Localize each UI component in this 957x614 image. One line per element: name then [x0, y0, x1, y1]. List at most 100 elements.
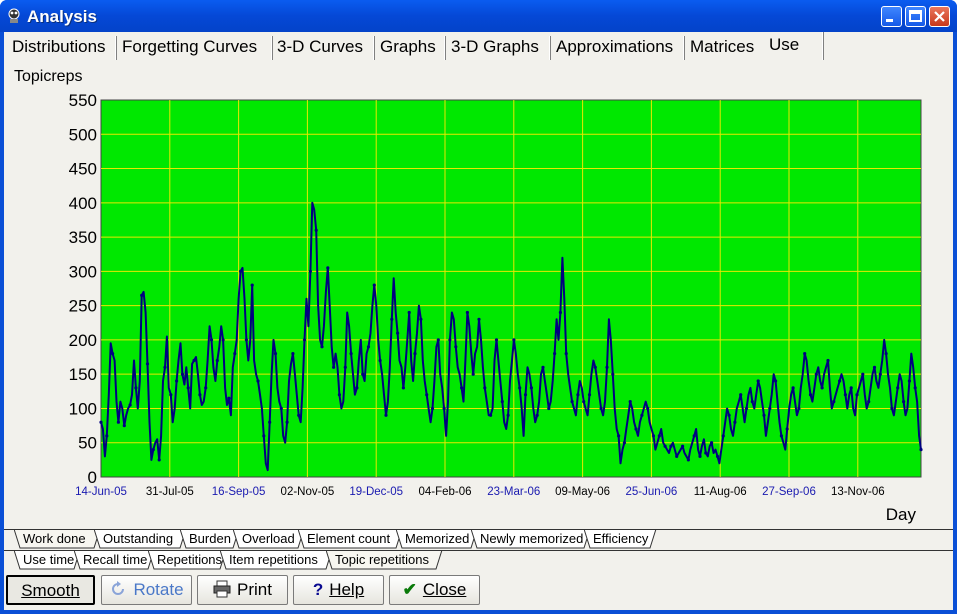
- x-tick-label: 13-Nov-06: [831, 486, 885, 498]
- stat-tab-element-count[interactable]: Element count: [298, 529, 403, 549]
- stat-tab-label: Overload: [242, 531, 295, 546]
- stat-tab-outstanding[interactable]: Outstanding: [94, 529, 187, 549]
- data-point: [326, 266, 330, 270]
- tab-separator: [444, 36, 446, 60]
- data-point: [762, 413, 766, 417]
- data-point: [419, 317, 423, 321]
- data-point: [116, 420, 120, 424]
- stat-tab-work-done[interactable]: Work done: [14, 529, 101, 549]
- y-axis-title: Topicreps: [14, 68, 83, 85]
- rotate-label: Rotate: [133, 580, 184, 599]
- data-point: [320, 345, 324, 349]
- x-tick-label: 14-Jun-05: [75, 486, 127, 498]
- rotate-button[interactable]: Rotate: [101, 575, 192, 605]
- data-point: [506, 413, 510, 417]
- data-point: [733, 420, 737, 424]
- y-tick-label: 450: [69, 160, 97, 179]
- print-button[interactable]: Print: [197, 575, 288, 605]
- help-label: Help: [329, 580, 365, 599]
- stat-tab-newly-memorized[interactable]: Newly memorized: [471, 529, 591, 549]
- maximize-button[interactable]: [905, 6, 926, 27]
- data-point: [611, 372, 615, 376]
- data-point: [308, 269, 312, 273]
- data-point: [500, 400, 504, 404]
- y-tick-label: 50: [78, 434, 97, 453]
- tab-forgetting-curves[interactable]: Forgetting Curves: [122, 37, 258, 56]
- stat-tab-memorized[interactable]: Memorized: [396, 529, 478, 549]
- title-bar[interactable]: Analysis: [0, 0, 957, 32]
- data-point: [797, 406, 801, 411]
- data-point: [430, 406, 435, 411]
- stat-tab-use-time[interactable]: Use time: [14, 550, 81, 570]
- stat-tab-item-repetitions[interactable]: Item repetitions: [220, 550, 333, 570]
- data-point: [721, 434, 725, 438]
- data-point: [227, 396, 231, 400]
- x-tick-label: 23-Mar-06: [487, 486, 540, 498]
- data-point: [739, 393, 743, 397]
- tab-distributions[interactable]: Distributions: [12, 37, 106, 56]
- stat-tab-burden[interactable]: Burden: [180, 529, 240, 549]
- data-point: [262, 434, 266, 438]
- data-point: [279, 406, 283, 411]
- data-point: [477, 317, 481, 321]
- data-point: [180, 372, 184, 376]
- data-point: [372, 283, 376, 287]
- data-point: [907, 379, 912, 383]
- data-point: [651, 434, 656, 438]
- data-point: [471, 372, 475, 376]
- smooth-button[interactable]: Smooth: [6, 575, 95, 605]
- data-point: [791, 386, 795, 390]
- data-point: [413, 352, 417, 356]
- data-point: [494, 338, 499, 342]
- stat-tab-label: Recall time: [83, 552, 148, 567]
- stat-tab-label: Newly memorized: [480, 531, 584, 546]
- series-line: [100, 201, 922, 472]
- data-point: [512, 338, 516, 342]
- tab-row-line: [4, 529, 953, 530]
- data-point: [640, 413, 644, 417]
- stat-tab-label: Use time: [23, 552, 75, 567]
- tab-matrices[interactable]: Matrices: [690, 37, 755, 56]
- stat-tab-repetitions[interactable]: Repetitions: [148, 550, 227, 570]
- data-point: [628, 400, 632, 404]
- help-button[interactable]: ? Help: [293, 575, 384, 605]
- data-point: [401, 386, 405, 390]
- data-point: [587, 393, 592, 397]
- data-point: [535, 413, 539, 417]
- close-window-button[interactable]: [929, 6, 950, 27]
- stat-tab-recall-time[interactable]: Recall time: [74, 550, 155, 570]
- tab-use[interactable]: Use: [769, 35, 800, 54]
- data-point: [157, 458, 161, 462]
- tab-approximations[interactable]: Approximations: [556, 37, 674, 56]
- data-point: [832, 400, 836, 404]
- stat-tab-topic-repetitions[interactable]: Topic repetitions: [326, 550, 443, 570]
- data-point: [302, 338, 307, 342]
- data-point: [919, 448, 923, 452]
- tab-3d-curves[interactable]: 3-D Curves: [277, 37, 363, 56]
- main-tabs: Distributions Forgetting Curves 3-D Curv…: [4, 32, 953, 62]
- data-point: [239, 269, 243, 273]
- printer-icon: [213, 580, 231, 598]
- minimize-button[interactable]: [881, 6, 902, 27]
- tab-3d-graphs[interactable]: 3-D Graphs: [451, 37, 539, 56]
- close-button[interactable]: ✔ Close: [389, 575, 480, 605]
- statistic-tabs-row1: Work done Outstanding Burden Overload Elemen…: [4, 529, 953, 550]
- data-point: [884, 352, 888, 356]
- data-point: [425, 393, 429, 397]
- stat-tab-label: Memorized: [405, 531, 470, 546]
- stat-tab-label: Item repetitions: [229, 552, 318, 567]
- statistic-tabs-row2: Use time Recall time Repetitions Item repet…: [4, 550, 953, 571]
- tab-graphs[interactable]: Graphs: [380, 37, 436, 56]
- data-point: [582, 400, 586, 404]
- tab-separator: [822, 32, 824, 60]
- data-point: [355, 386, 359, 390]
- stat-tab-overload[interactable]: Overload: [233, 529, 305, 549]
- stat-tab-efficiency[interactable]: Efficiency: [584, 529, 657, 549]
- data-point: [396, 331, 400, 335]
- data-point: [756, 379, 760, 383]
- data-point: [221, 338, 225, 342]
- data-point: [704, 451, 708, 455]
- data-point: [878, 372, 882, 376]
- data-point: [192, 358, 196, 363]
- tab-outline: [326, 550, 443, 570]
